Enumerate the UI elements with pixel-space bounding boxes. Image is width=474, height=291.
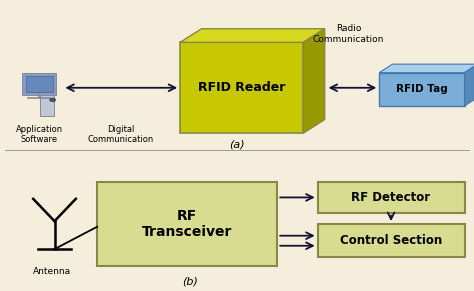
FancyBboxPatch shape — [318, 182, 465, 213]
Text: RF
Transceiver: RF Transceiver — [142, 209, 232, 239]
Polygon shape — [465, 64, 474, 106]
Text: RFID Tag: RFID Tag — [396, 84, 448, 94]
FancyBboxPatch shape — [26, 76, 53, 92]
Text: Application
Software: Application Software — [16, 125, 63, 144]
Text: (b): (b) — [182, 277, 198, 287]
FancyBboxPatch shape — [318, 224, 465, 258]
Text: Digital
Communication: Digital Communication — [88, 125, 154, 144]
Text: (a): (a) — [229, 140, 245, 150]
FancyBboxPatch shape — [97, 182, 277, 266]
Text: RF Detector: RF Detector — [352, 191, 430, 204]
Circle shape — [50, 98, 55, 102]
FancyBboxPatch shape — [22, 73, 56, 95]
Polygon shape — [303, 29, 325, 133]
Polygon shape — [379, 64, 474, 73]
Text: RFID Reader: RFID Reader — [198, 81, 285, 94]
Polygon shape — [180, 29, 325, 42]
FancyBboxPatch shape — [180, 42, 303, 133]
FancyBboxPatch shape — [379, 73, 465, 106]
Text: Radio
Communication: Radio Communication — [313, 24, 384, 44]
Text: Control Section: Control Section — [340, 234, 442, 247]
FancyBboxPatch shape — [40, 78, 54, 116]
Text: Antenna: Antenna — [33, 267, 71, 276]
